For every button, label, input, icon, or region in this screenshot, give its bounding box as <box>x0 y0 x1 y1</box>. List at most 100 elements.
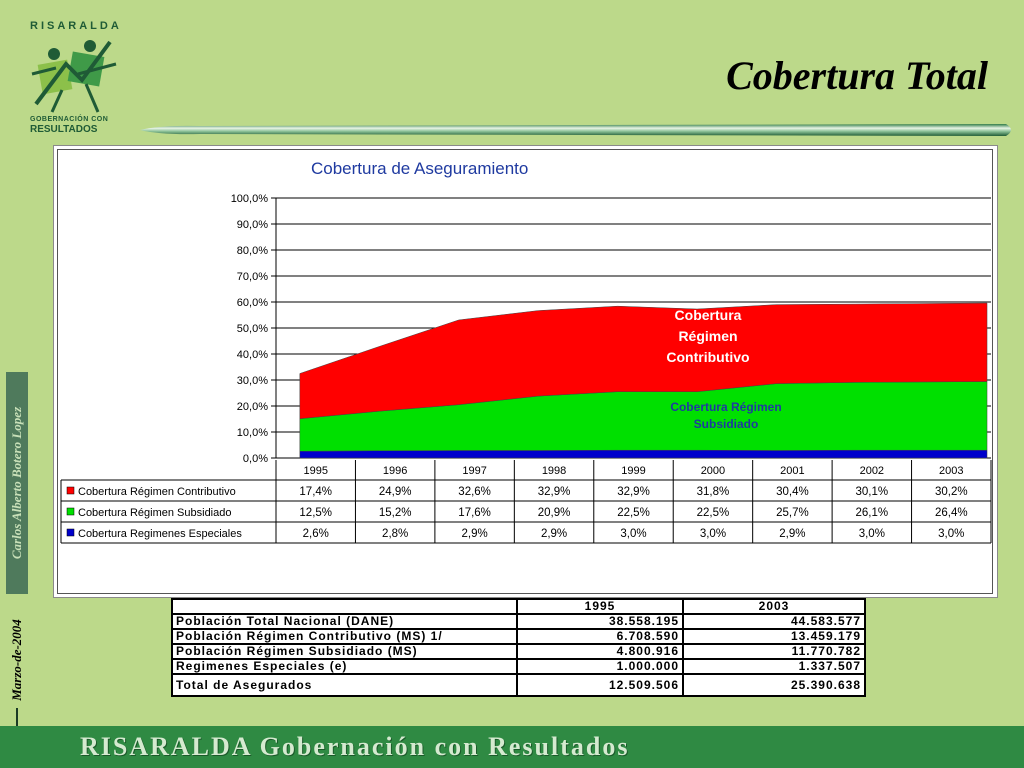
table-row: Población Régimen Subsidiado (MS) 4.800.9… <box>171 643 866 660</box>
chart-container: Cobertura de Aseguramiento 0,0% 10,0% 20,0… <box>53 145 998 598</box>
y-tick-label: 20,0% <box>237 401 268 413</box>
side-line <box>16 708 18 728</box>
x-category-label: 1997 <box>462 465 486 477</box>
legend-entry: Cobertura Régimen Subsidiado <box>78 507 231 519</box>
value-cell: 11.770.782 <box>682 643 866 660</box>
x-category-label: 1996 <box>383 465 407 477</box>
data-label: 20,9% <box>538 507 571 519</box>
data-label: 26,4% <box>935 507 968 519</box>
data-label: 3,0% <box>859 528 885 540</box>
x-category-label: 2001 <box>780 465 804 477</box>
value-cell: 12.509.506 <box>516 673 684 697</box>
row-label: Regimenes Especiales (e) <box>171 658 518 675</box>
value-cell: 25.390.638 <box>682 673 866 697</box>
value-cell: 38.558.195 <box>516 613 684 630</box>
area-contributivo <box>299 302 988 420</box>
data-label: 3,0% <box>938 528 964 540</box>
risaralda-logo: RISARALDA GOBERNACIÓN CON RESULTADOS <box>22 18 132 140</box>
annotation-contributivo: Contributivo <box>666 349 749 365</box>
legend-swatch <box>66 507 75 516</box>
y-tick-label: 40,0% <box>237 349 268 361</box>
legend-entry: Cobertura Regimenes Especiales <box>78 528 242 540</box>
y-tick-label: 10,0% <box>237 427 268 439</box>
logo-top-text: RISARALDA <box>30 20 122 32</box>
x-category-label: 1998 <box>542 465 566 477</box>
table-row: Población Régimen Contributivo (MS) 1/6.… <box>171 628 866 645</box>
table-header-row: 1995 2003 <box>171 598 866 615</box>
table-total-row: Total de Asegurados 12.509.506 25.390.638 <box>171 673 866 697</box>
x-category-label: 2003 <box>939 465 963 477</box>
population-table: 1995 2003 Población Total Nacional (DANE) 3… <box>171 598 866 697</box>
area-especiales <box>299 449 988 459</box>
legend-entry: Cobertura Régimen Contributivo <box>78 486 236 498</box>
data-label: 2,9% <box>541 528 567 540</box>
author-label: Carlos Alberto Botero Lopez <box>9 406 24 560</box>
data-label: 17,6% <box>458 507 491 519</box>
data-label: 17,4% <box>299 486 332 498</box>
row-label: Población Régimen Contributivo (MS) 1/ <box>171 628 518 645</box>
table-row: Población Total Nacional (DANE) 38.558.19… <box>171 613 866 630</box>
x-category-label: 1999 <box>621 465 645 477</box>
x-category-label: 2002 <box>860 465 884 477</box>
data-label: 22,5% <box>617 507 650 519</box>
data-label: 31,8% <box>697 486 730 498</box>
value-cell: 44.583.577 <box>682 613 866 630</box>
y-tick-label: 90,0% <box>237 219 268 231</box>
annotation-subsidiado: Subsidiado <box>694 417 759 431</box>
data-label: 3,0% <box>700 528 726 540</box>
x-category-label: 1995 <box>303 465 327 477</box>
value-cell: 13.459.179 <box>682 628 866 645</box>
slide-title: Cobertura Total <box>726 53 988 98</box>
table-row: Regimenes Especiales (e) 1.000.000 1.337.5… <box>171 658 866 675</box>
data-label: 2,9% <box>779 528 805 540</box>
row-label: Total de Asegurados <box>171 673 518 697</box>
footer-text: RISARALDA Gobernación con Resultados <box>80 732 630 761</box>
y-tick-label: 0,0% <box>243 453 268 465</box>
data-label: 2,8% <box>382 528 408 540</box>
row-label: Población Total Nacional (DANE) <box>171 613 518 630</box>
data-label: 32,9% <box>617 486 650 498</box>
data-label: 12,5% <box>299 507 332 519</box>
data-label: 30,1% <box>856 486 889 498</box>
annotation-subsidiado: Cobertura Régimen <box>670 400 781 414</box>
y-tick-label: 70,0% <box>237 271 268 283</box>
value-cell: 2003 <box>682 598 866 615</box>
value-cell: 6.708.590 <box>516 628 684 645</box>
data-label: 30,2% <box>935 486 968 498</box>
data-label: 30,4% <box>776 486 809 498</box>
chart-title: Cobertura de Aseguramiento <box>311 159 528 178</box>
row-label <box>171 598 518 615</box>
row-label: Población Régimen Subsidiado (MS) <box>171 643 518 660</box>
data-label: 2,6% <box>303 528 329 540</box>
author-box <box>6 372 28 594</box>
data-label: 3,0% <box>620 528 646 540</box>
annotation-contributivo: Cobertura <box>675 307 742 323</box>
y-tick-label: 60,0% <box>237 297 268 309</box>
decorative-bar <box>140 124 1011 136</box>
logo-bottom-text-1: GOBERNACIÓN CON <box>30 116 109 123</box>
value-cell: 4.800.916 <box>516 643 684 660</box>
logo-figures-icon <box>31 40 117 113</box>
data-label: 24,9% <box>379 486 412 498</box>
data-label: 26,1% <box>856 507 889 519</box>
x-category-label: 2000 <box>701 465 725 477</box>
data-label: 32,9% <box>538 486 571 498</box>
legend-swatch <box>66 486 75 495</box>
annotation-contributivo: Régimen <box>678 328 737 344</box>
y-tick-label: 50,0% <box>237 323 268 335</box>
date-label: Marzo-de-2004 <box>9 619 24 701</box>
chart-frame: Cobertura de Aseguramiento 0,0% 10,0% 20,0… <box>57 149 993 594</box>
value-cell: 1995 <box>516 598 684 615</box>
data-label: 25,7% <box>776 507 809 519</box>
data-label: 15,2% <box>379 507 412 519</box>
y-tick-label: 80,0% <box>237 245 268 257</box>
value-cell: 1.000.000 <box>516 658 684 675</box>
y-tick-label: 100,0% <box>231 193 269 205</box>
data-label: 22,5% <box>697 507 730 519</box>
data-label: 32,6% <box>458 486 491 498</box>
logo-bottom-text-2: RESULTADOS <box>30 124 98 135</box>
value-cell: 1.337.507 <box>682 658 866 675</box>
coverage-chart: Cobertura de Aseguramiento 0,0% 10,0% 20,0… <box>60 159 992 544</box>
data-label: 2,9% <box>462 528 488 540</box>
footer-band <box>0 726 1024 768</box>
